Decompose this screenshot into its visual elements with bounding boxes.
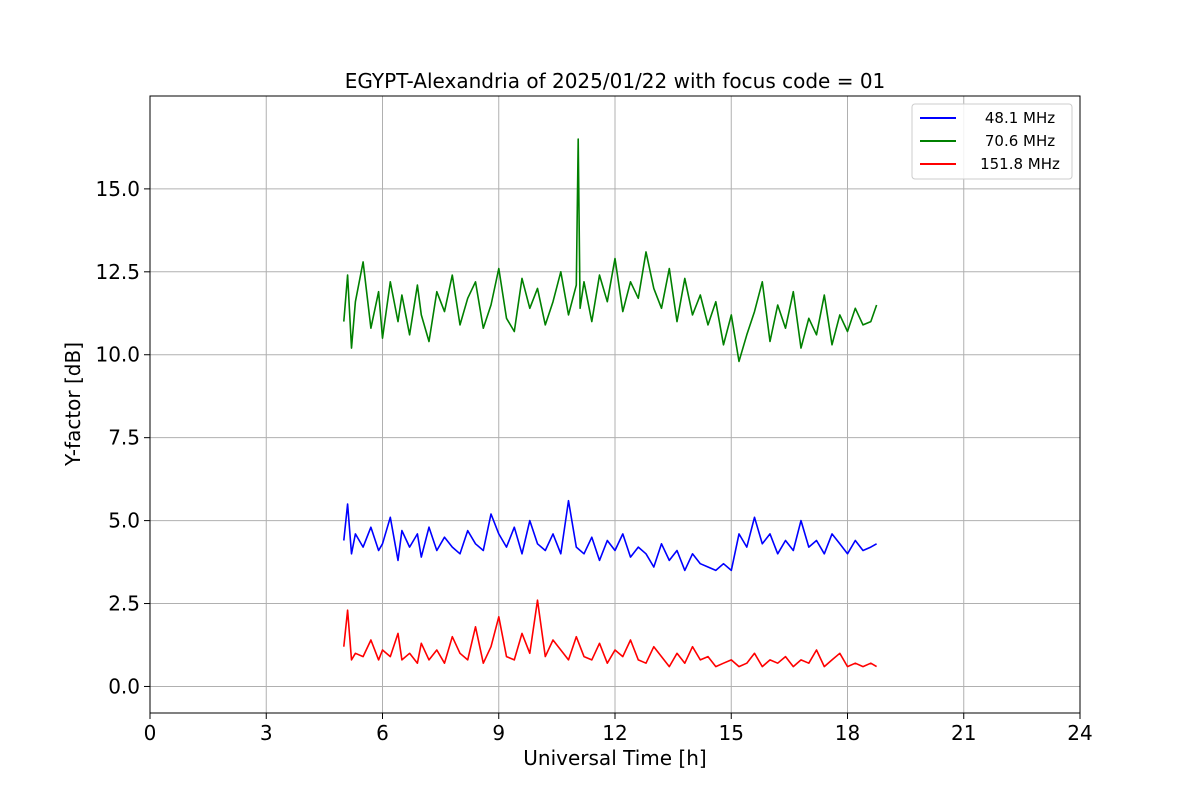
x-tick-label: 15 [719,721,744,745]
series-line-3 [343,599,878,668]
y-tick-label: 10.0 [95,343,140,367]
y-tick-label: 0.0 [108,674,140,698]
y-axis-ticks: 0.0 2.5 5.0 7.5 10.0 12.5 15.0 [95,177,150,698]
y-tick-label: 5.0 [108,509,140,533]
x-tick-label: 0 [144,721,157,745]
y-tick-label: 15.0 [95,177,140,201]
series-line-2 [343,138,878,363]
series-layer [343,138,878,668]
x-tick-label: 24 [1067,721,1092,745]
legend-label: 48.1 MHz [985,109,1055,127]
y-tick-label: 2.5 [108,592,140,616]
y-tick-label: 12.5 [95,260,140,284]
legend-label: 70.6 MHz [985,132,1055,150]
x-tick-label: 12 [602,721,627,745]
legend-box [911,103,1073,180]
legend-label: 151.8 MHz [980,155,1060,173]
x-tick-label: 9 [492,721,505,745]
x-axis-ticks: 0 3 6 9 12 15 18 21 24 [144,713,1093,745]
chart-title: EGYPT-Alexandria of 2025/01/22 with focu… [345,69,886,93]
y-axis-label: Y-factor [dB] [61,342,85,467]
x-tick-label: 21 [951,721,976,745]
x-tick-label: 3 [260,721,273,745]
legend-entries: 48.1 MHz 70.6 MHz 151.8 MHz [920,109,1060,173]
x-tick-label: 18 [835,721,860,745]
series-line-1 [343,499,877,572]
x-tick-label: 6 [376,721,389,745]
legend: 48.1 MHz 70.6 MHz 151.8 MHz [911,103,1073,180]
y-tick-label: 7.5 [108,426,140,450]
x-axis-label: Universal Time [h] [523,746,706,770]
